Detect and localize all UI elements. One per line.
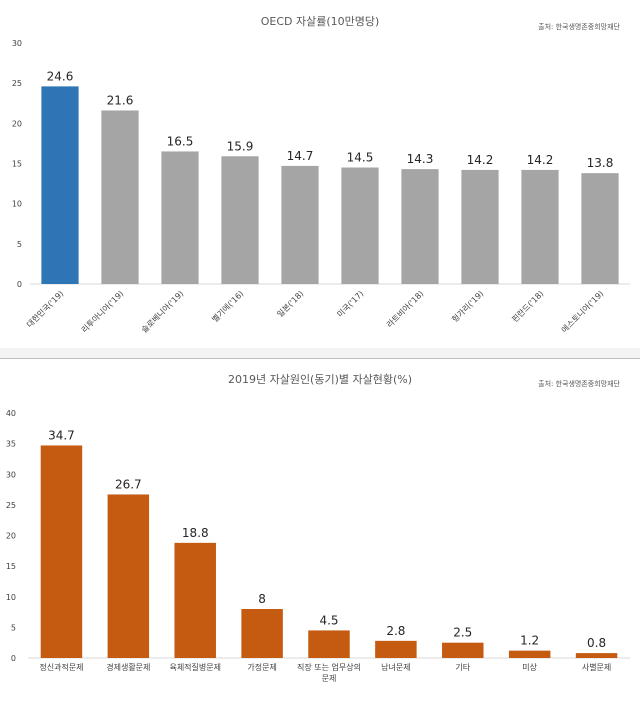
x-tick-label: 에스토니아('19) <box>559 288 605 334</box>
bar <box>221 156 259 284</box>
bar <box>41 86 79 284</box>
bar <box>308 630 350 658</box>
suicide-causes-chart: 2019년 자살원인(동기)별 자살현황(%) 출처: 한국생명존중희망재단 0… <box>6 373 630 683</box>
data-label: 4.5 <box>319 613 338 627</box>
y-tick-label: 35 <box>6 440 16 449</box>
bar <box>575 653 618 658</box>
bars <box>40 445 618 658</box>
y-tick-label: 0 <box>17 280 22 289</box>
bar <box>508 650 551 658</box>
chart-source: 출처: 한국생명존중희망재단 <box>538 22 620 31</box>
data-label: 21.6 <box>107 93 134 107</box>
data-label: 1.2 <box>520 634 539 648</box>
bar <box>581 173 619 284</box>
x-tick-label: 대한민국('19) <box>24 288 65 329</box>
bar <box>161 151 199 284</box>
data-label: 2.8 <box>386 624 405 638</box>
data-labels: 24.6 21.6 16.5 15.9 14.7 14.5 14.3 14.2 14.2 13.8 <box>47 69 614 170</box>
y-tick-label: 30 <box>6 470 16 479</box>
y-tick-label: 25 <box>12 79 22 88</box>
y-tick-label: 30 <box>12 39 22 48</box>
data-labels: 34.7 26.7 18.8 8 4.5 2.8 2.5 1.2 0.8 <box>48 428 606 650</box>
bar <box>174 542 216 658</box>
y-tick-label: 0 <box>11 654 16 663</box>
y-tick-label: 20 <box>12 119 22 128</box>
x-tick-label: 기타 <box>455 663 470 672</box>
bar <box>341 167 379 284</box>
data-label: 13.8 <box>587 156 614 170</box>
data-label: 34.7 <box>48 428 75 442</box>
chart-source: 출처: 한국생명존중희망재단 <box>538 379 620 388</box>
y-tick-label: 5 <box>11 623 16 632</box>
chart-title: OECD 자살률(10만명당) <box>261 15 380 28</box>
x-tick-label: 슬로베니아('19) <box>139 288 185 334</box>
x-tick-label: 경제생활문제 <box>106 662 150 672</box>
y-tick-label: 10 <box>6 593 16 602</box>
chart-panel-oecd: OECD 자살률(10만명당) 출처: 한국생명존중희망재단 0 5 10 15 20 2… <box>0 0 640 349</box>
y-tick-label: 10 <box>12 200 22 209</box>
x-tick-label: 정신과적문제 <box>39 662 83 672</box>
y-tick-label: 15 <box>6 562 16 571</box>
bar <box>375 640 417 658</box>
y-tick-label: 5 <box>17 240 22 249</box>
data-label: 15.9 <box>227 139 254 153</box>
x-tick-label: 미상 <box>522 662 537 672</box>
x-tick-label: 일본('18) <box>275 289 305 319</box>
bar <box>281 165 319 284</box>
data-label: 24.6 <box>47 69 74 83</box>
x-axis-labels: 대한민국('19) 리투아니아('19) 슬로베니아('19) 벨기에('16) 일본(… <box>24 288 605 334</box>
x-tick-label: 직장 또는 업무상의 <box>297 662 361 672</box>
data-label: 16.5 <box>167 134 194 148</box>
oecd-suicide-rate-chart: OECD 자살률(10만명당) 출처: 한국생명존중희망재단 0 5 10 15 20 2… <box>12 15 630 335</box>
bar <box>40 445 83 658</box>
bars <box>41 86 619 284</box>
data-label: 14.2 <box>527 153 554 167</box>
bar <box>401 169 439 284</box>
panel-separator <box>0 348 640 358</box>
bar <box>442 642 484 658</box>
x-tick-label: 육체적질병문제 <box>169 662 221 672</box>
data-label: 18.8 <box>182 526 209 540</box>
chart-title: 2019년 자살원인(동기)별 자살현황(%) <box>228 373 412 386</box>
y-tick-label: 40 <box>6 409 16 418</box>
y-tick-label: 15 <box>12 160 22 169</box>
x-tick-label: 가정문제 <box>247 662 276 672</box>
data-label: 26.7 <box>115 477 142 491</box>
chart-panel-causes: 2019년 자살원인(동기)별 자살현황(%) 출처: 한국생명존중희망재단 0… <box>0 358 640 721</box>
data-label: 14.7 <box>287 149 314 163</box>
data-label: 14.2 <box>467 153 494 167</box>
x-tick-label: 미국('17) <box>335 289 365 319</box>
data-label: 2.5 <box>453 626 472 640</box>
bar <box>521 169 559 284</box>
data-label: 14.5 <box>347 151 374 165</box>
x-tick-label: 벨기에('16) <box>210 288 246 324</box>
x-tick-label: 문제 <box>322 674 337 683</box>
y-tick-label: 20 <box>6 532 16 541</box>
x-tick-label: 사별문제 <box>582 662 611 672</box>
bar <box>101 110 139 284</box>
data-label: 14.3 <box>407 152 434 166</box>
bar <box>461 169 499 284</box>
x-tick-label: 남녀문제 <box>381 663 410 672</box>
x-tick-label: 리투아니아('19) <box>79 288 125 334</box>
x-tick-label: 라트비아('18) <box>384 288 425 329</box>
x-tick-label: 헝가리('19) <box>450 289 485 324</box>
x-tick-label: 핀란드('18) <box>510 288 546 324</box>
y-axis: 0 5 10 15 20 25 30 35 40 <box>6 409 630 663</box>
bar <box>107 494 150 658</box>
data-label: 0.8 <box>587 636 606 650</box>
y-tick-label: 25 <box>6 501 16 510</box>
bar <box>241 609 283 658</box>
data-label: 8 <box>258 592 266 606</box>
